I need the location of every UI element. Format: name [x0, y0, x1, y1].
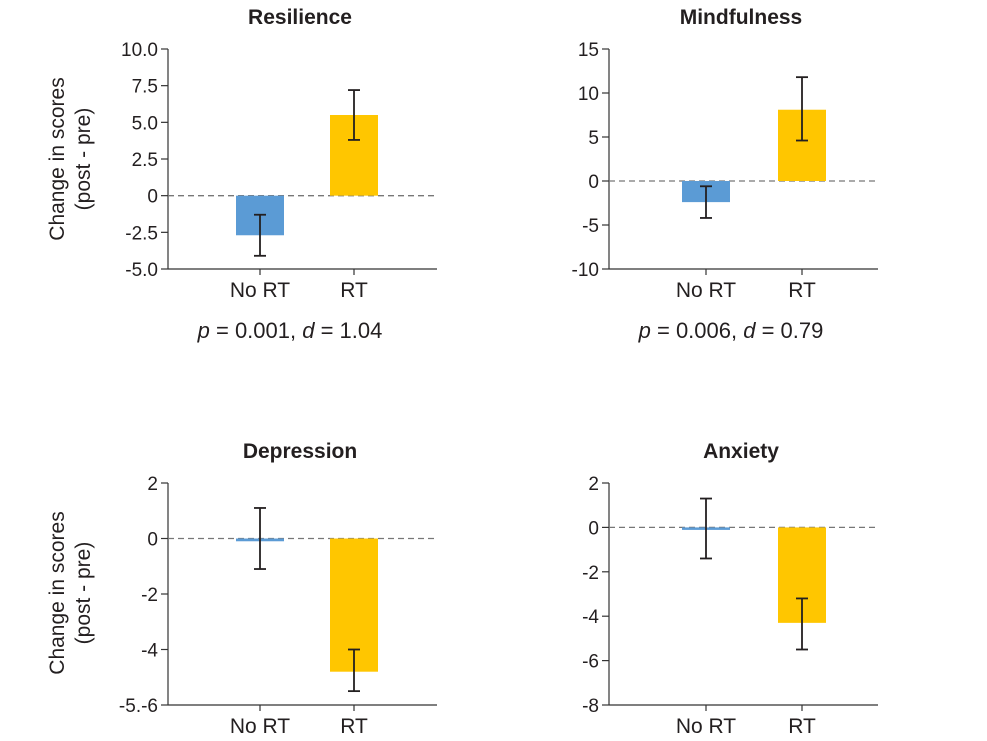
chart-title: Mindfulness [680, 6, 803, 29]
y-tick-label: -2 [141, 585, 158, 606]
p-value: = 0.006, [651, 318, 743, 343]
y-tick-label: 5 [588, 128, 599, 149]
x-category-label: No RT [230, 279, 290, 302]
x-category-label: RT [788, 279, 816, 302]
y-tick-label: 2 [147, 474, 158, 495]
y-tick-label: -6 [582, 652, 599, 673]
p-label: p [197, 318, 210, 343]
x-category-label: No RT [676, 279, 736, 302]
y-tick-label: 2.5 [132, 150, 158, 171]
stat-annotation: p = 0.006, d = 0.79 [638, 318, 824, 343]
y-tick-label: 0 [147, 530, 158, 551]
y-tick-label: -2.5 [125, 223, 158, 244]
d-value: = 1.04 [314, 318, 382, 343]
chart-panel-resilience: Resilience 10.0 7.5 5.0 2.5 0 -2.5 -5.0 No RT RT C… [46, 6, 437, 343]
d-value: = 0.79 [755, 318, 823, 343]
y-tick-label: 10.0 [121, 40, 158, 61]
y-tick-label: -5.-6 [119, 696, 158, 717]
y-axis-label-line: (post - pre) [72, 108, 95, 211]
stat-annotation: p = 0.001, d = 1.04 [197, 318, 383, 343]
y-tick-label: 5.0 [132, 113, 158, 134]
chart-panel-anxiety: Anxiety 2 0 -2 -4 -6 -8 No RT RT [582, 440, 878, 738]
x-category-label: RT [340, 715, 368, 738]
y-axis-label: Change in scores (post - pre) [46, 77, 95, 240]
y-tick-label: 10 [578, 84, 599, 105]
y-tick-label: -5.0 [125, 260, 158, 281]
y-tick-label: -10 [572, 260, 599, 281]
d-label: d [743, 318, 756, 343]
x-category-label: No RT [676, 715, 736, 738]
chart-title: Depression [243, 440, 357, 463]
y-axis-label-line: Change in scores [46, 77, 69, 240]
x-category-label: RT [340, 279, 368, 302]
chart-panel-depression: Depression 2 0 -2 -4 -5.-6 No RT RT Change in sc… [46, 440, 437, 738]
x-category-label: No RT [230, 715, 290, 738]
y-tick-label: 15 [578, 40, 599, 61]
y-tick-label: 0 [588, 172, 599, 193]
y-tick-label: 0 [147, 187, 158, 208]
y-axis-label-line: (post - pre) [72, 542, 95, 645]
x-category-label: RT [788, 715, 816, 738]
y-tick-label: -2 [582, 563, 599, 584]
y-axis-label-line: Change in scores [46, 511, 69, 674]
p-label: p [638, 318, 651, 343]
chart-title: Resilience [248, 6, 352, 29]
y-axis-label: Change in scores (post - pre) [46, 511, 95, 674]
chart-panel-mindfulness: Mindfulness 15 10 5 0 -5 -10 No RT RT p = 0.006, … [572, 6, 878, 343]
chart-title: Anxiety [703, 440, 779, 463]
y-tick-label: 0 [588, 518, 599, 539]
y-tick-label: 2 [588, 474, 599, 495]
d-label: d [302, 318, 315, 343]
y-tick-label: -4 [141, 641, 158, 662]
p-value: = 0.001, [210, 318, 302, 343]
y-tick-label: 7.5 [132, 77, 158, 98]
y-tick-label: -5 [582, 216, 599, 237]
y-tick-label: -4 [582, 607, 599, 628]
y-tick-label: -8 [582, 696, 599, 717]
